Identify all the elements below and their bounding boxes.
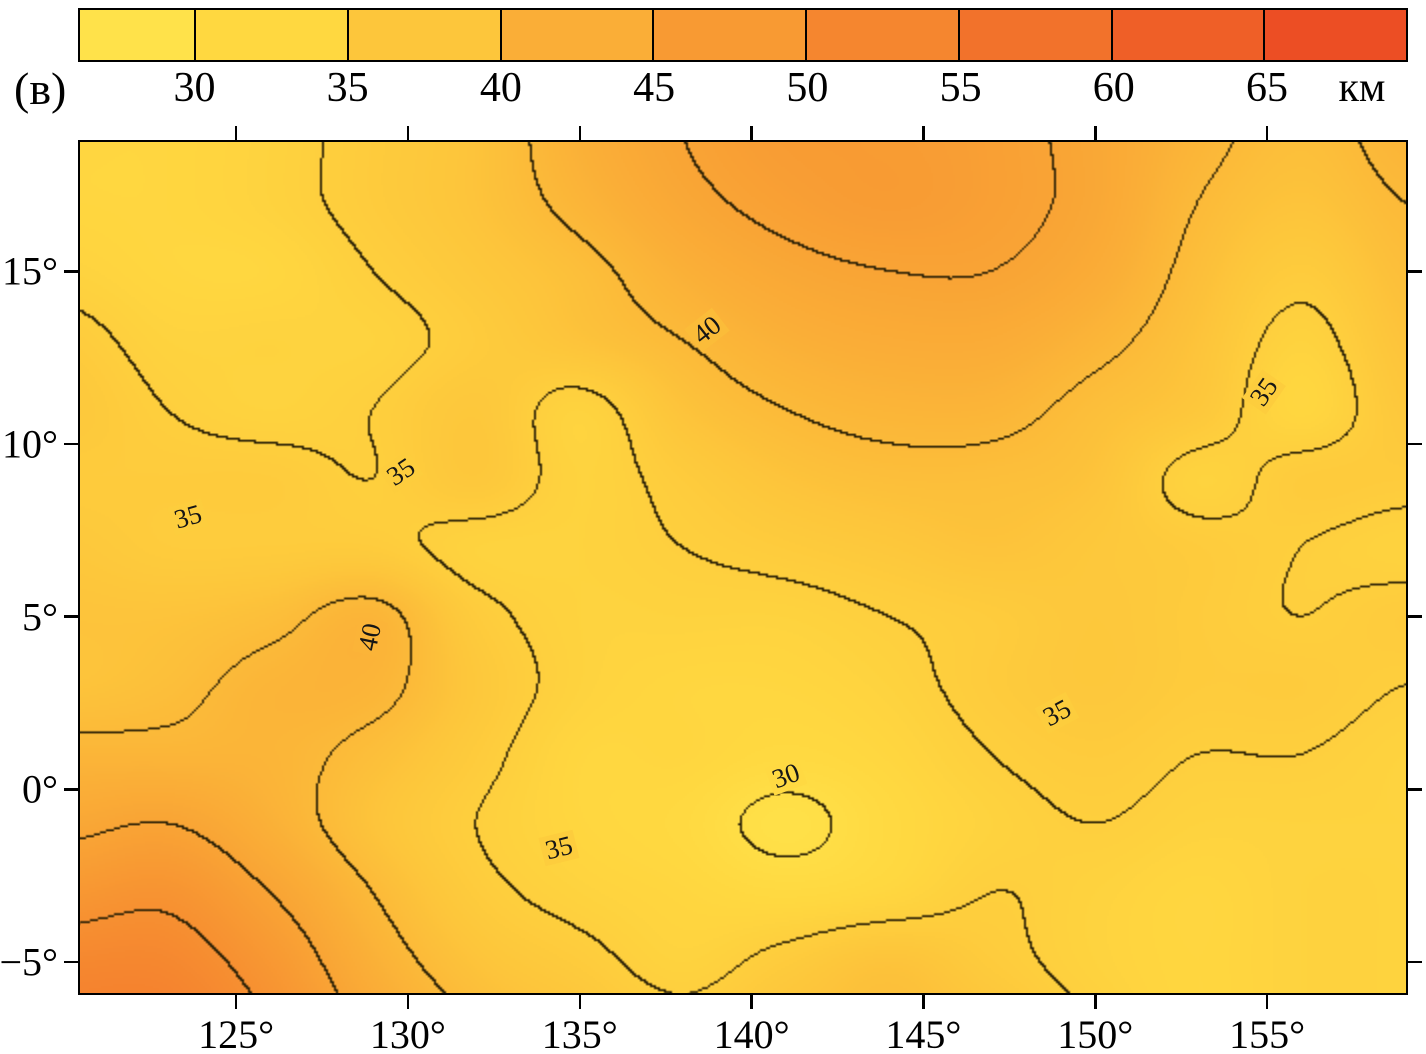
colorbar-tick-label: 45: [633, 65, 676, 111]
axis-tick-mark: [64, 442, 78, 446]
axis-tick-mark: [234, 126, 238, 140]
y-axis-tick-label: −5°: [0, 939, 58, 985]
x-axis-tick-label: 145°: [885, 1012, 962, 1054]
x-axis-tick-label: 125°: [198, 1012, 275, 1054]
colorbar-tick-label: 50: [786, 65, 829, 111]
axis-tick-mark: [750, 126, 753, 140]
colorbar: [78, 8, 1408, 62]
axis-tick-mark: [1094, 126, 1097, 140]
axis-tick-mark: [1408, 442, 1422, 446]
y-axis-tick-label: 5°: [22, 594, 58, 640]
axis-tick-mark: [64, 270, 78, 273]
axis-tick-mark: [750, 995, 753, 1009]
axis-tick-mark: [406, 126, 410, 140]
colorbar-tick-label: 65: [1246, 65, 1289, 111]
colorbar-tick-label: 30: [173, 65, 216, 111]
colorbar-segment: [959, 10, 1113, 60]
colorbar-segment: [348, 10, 502, 60]
y-axis-tick-label: 15°: [2, 248, 58, 294]
axis-tick-mark: [1408, 788, 1422, 791]
map-area: 40 35 35 40 35 30 35 35: [78, 140, 1408, 995]
colorbar-segment: [654, 10, 808, 60]
axis-tick-mark: [578, 126, 581, 140]
contour-map-canvas: [78, 140, 1408, 995]
x-axis-tick-label: 140°: [713, 1012, 790, 1054]
axis-tick-mark: [922, 995, 925, 1009]
axis-tick-mark: [1265, 995, 1269, 1009]
colorbar-segment: [1112, 10, 1266, 60]
axis-tick-mark: [1408, 270, 1422, 273]
x-axis-tick-label: 150°: [1057, 1012, 1134, 1054]
colorbar-tick-label: 40: [479, 65, 522, 111]
colorbar-tick-label: 35: [326, 65, 369, 111]
axis-tick-mark: [1408, 960, 1422, 964]
colorbar-segment: [1265, 10, 1406, 60]
colorbar-tick-label: 60: [1092, 65, 1135, 111]
axis-tick-mark: [1408, 615, 1422, 618]
colorbar-segment: [807, 10, 960, 60]
x-axis-tick-label: 155°: [1229, 1012, 1306, 1054]
colorbar-tick-labels: км 30 35 40 45 50 55 60 65: [0, 64, 1426, 120]
x-axis-tick-label: 130°: [369, 1012, 446, 1054]
colorbar-unit-label: км: [1338, 65, 1386, 111]
x-axis-tick-label: 135°: [541, 1012, 618, 1054]
axis-tick-mark: [1265, 126, 1269, 140]
colorbar-segment: [501, 10, 655, 60]
colorbar-tick-label: 55: [939, 65, 982, 111]
axis-tick-mark: [1094, 995, 1097, 1009]
axis-tick-mark: [64, 960, 78, 964]
colorbar-segment: [196, 10, 349, 60]
y-axis-tick-label: 10°: [2, 421, 58, 467]
axis-tick-mark: [406, 995, 410, 1009]
axis-tick-mark: [922, 126, 925, 140]
axis-tick-mark: [64, 788, 78, 791]
axis-tick-mark: [578, 995, 581, 1009]
axis-tick-mark: [64, 615, 78, 618]
y-axis-tick-label: 0°: [22, 766, 58, 812]
colorbar-segment: [80, 10, 197, 60]
panel-label: (в): [14, 63, 67, 114]
axis-tick-mark: [234, 995, 238, 1009]
